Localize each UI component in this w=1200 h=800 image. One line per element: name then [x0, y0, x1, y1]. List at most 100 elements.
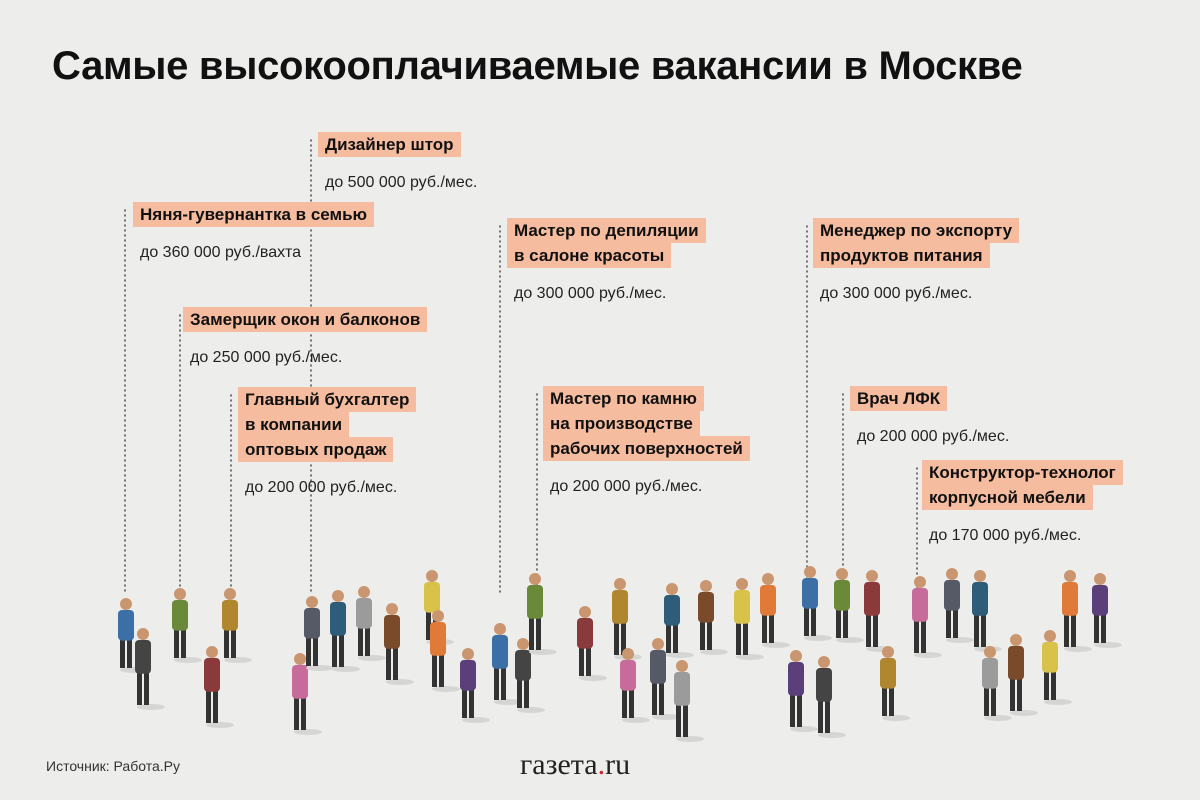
salary-text: до 170 000 руб./мес. — [929, 527, 1082, 544]
shadow — [224, 657, 252, 663]
person-leg — [306, 632, 311, 666]
job-title-line: продуктов питания — [813, 243, 1019, 268]
person-leg — [974, 609, 979, 647]
job-title-line: Няня-гувернантка в семью — [133, 202, 375, 227]
person-leg — [666, 619, 671, 653]
job-title: оптовых продаж — [238, 437, 394, 462]
person-leg — [1044, 666, 1049, 700]
logo: газета.ru — [520, 748, 630, 782]
person-leg — [358, 622, 363, 656]
shadow — [432, 686, 460, 692]
person-leg — [294, 692, 299, 730]
person-leg — [1094, 609, 1099, 643]
job-item: Конструктор-технолог корпусной мебели до 1… — [922, 460, 1123, 545]
person-leg — [332, 629, 337, 667]
job-title-line: Конструктор-технолог — [922, 460, 1123, 485]
person-leg — [991, 682, 996, 716]
job-title-line: Замерщик окон и балконов — [183, 307, 428, 332]
person-head — [614, 578, 626, 590]
person-body — [356, 598, 372, 629]
person-leg — [659, 677, 664, 715]
person-body — [982, 658, 998, 689]
shadow — [762, 642, 790, 648]
source: Источник: Работа.Ру — [46, 758, 180, 774]
job-title: Няня-гувернантка в семью — [133, 202, 375, 227]
person-body — [734, 590, 750, 624]
person-body — [204, 658, 220, 692]
job-title-line: Менеджер по экспорту — [813, 218, 1020, 243]
person-leg — [804, 602, 809, 636]
person-leg — [946, 604, 951, 638]
shadow — [294, 729, 322, 735]
person-leg — [137, 667, 142, 705]
person-head — [579, 606, 591, 618]
job-title: Главный бухгалтер — [238, 387, 417, 412]
person-body — [880, 658, 896, 689]
job-title: на производстве — [543, 411, 700, 436]
person-body — [1042, 642, 1058, 673]
person-head — [762, 573, 774, 585]
job-title-line: Мастер по камню — [543, 386, 750, 411]
person-head — [836, 568, 848, 580]
person-leg — [921, 615, 926, 653]
job-title: Мастер по депиляции — [507, 218, 706, 243]
person-leg — [529, 612, 534, 650]
job-title: Менеджер по экспорту — [813, 218, 1020, 243]
person-leg — [313, 632, 318, 666]
person-leg — [174, 624, 179, 658]
shadow — [137, 704, 165, 710]
person-head — [529, 573, 541, 585]
person-leg — [1010, 673, 1015, 711]
person-body — [1092, 585, 1108, 616]
salary-text: до 200 000 руб./мес. — [857, 428, 1010, 445]
person-leg — [517, 674, 522, 708]
person-head — [882, 646, 894, 658]
person-leg — [683, 699, 688, 737]
person-leg — [301, 692, 306, 730]
person-leg — [700, 616, 705, 650]
person-head — [984, 646, 996, 658]
person-body — [424, 582, 440, 613]
salary-text: до 200 000 руб./мес. — [550, 478, 703, 495]
person-leg — [1017, 673, 1022, 711]
salary: до 300 000 руб./мес. — [507, 285, 706, 303]
job-title-line: Мастер по депиляции — [507, 218, 706, 243]
person-head — [306, 596, 318, 608]
person-body — [577, 618, 593, 649]
person-body — [972, 582, 988, 616]
shadow — [676, 736, 704, 742]
person-leg — [769, 609, 774, 643]
logo-name: газета — [520, 748, 598, 781]
person-leg — [811, 602, 816, 636]
job-title: в компании — [238, 412, 350, 437]
shadow — [358, 655, 386, 661]
person-head — [517, 638, 529, 650]
person-leg — [652, 677, 657, 715]
shadow — [1010, 710, 1038, 716]
shadow — [882, 715, 910, 721]
job-title-line: в компании — [238, 412, 416, 437]
person-leg — [120, 634, 125, 668]
person-leg — [536, 612, 541, 650]
person-body — [1062, 582, 1078, 616]
person-leg — [673, 619, 678, 653]
person-leg — [231, 624, 236, 658]
job-item: Главный бухгалтер в компании оптовых прода… — [238, 387, 417, 497]
shadow — [386, 679, 414, 685]
person-head — [652, 638, 664, 650]
person-leg — [707, 616, 712, 650]
person-body — [674, 672, 690, 706]
shadow — [462, 717, 490, 723]
job-item: Врач ЛФК до 200 000 руб./мес. — [850, 386, 1009, 446]
person-body — [698, 592, 714, 623]
person-head — [736, 578, 748, 590]
person-leg — [889, 682, 894, 716]
person-leg — [797, 689, 802, 727]
job-title-line: Главный бухгалтер — [238, 387, 417, 412]
shadow — [579, 675, 607, 681]
person-head — [426, 570, 438, 582]
person-head — [1010, 634, 1022, 646]
person-leg — [501, 662, 506, 700]
person-head — [174, 588, 186, 600]
